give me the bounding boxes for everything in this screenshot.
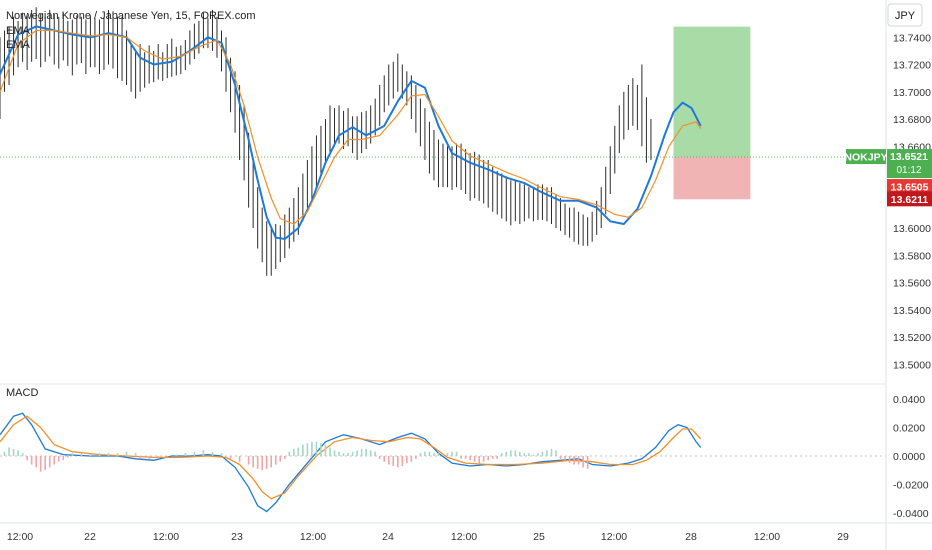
macd-tick-label: 0.0400 <box>893 394 925 406</box>
time-tick-label: 22 <box>84 531 96 543</box>
target-price-badge-text: 13.6211 <box>891 194 929 206</box>
price-bars <box>0 7 652 276</box>
time-tick-label: 24 <box>382 531 394 543</box>
symbol-badge: NOKJPY <box>844 149 888 165</box>
time-tick-label: 29 <box>837 531 849 543</box>
axes: 13.740013.720013.700013.680013.660013.64… <box>7 32 932 543</box>
stop-price-badge-text: 13.6505 <box>891 182 929 194</box>
ema-label-1: EMA <box>6 25 31 37</box>
position-zones <box>673 26 751 200</box>
last-price-text: 13.6521 <box>890 151 928 163</box>
time-tick-label: 28 <box>685 531 697 543</box>
price-tick-label: 13.5400 <box>893 305 931 317</box>
countdown-text: 01:12 <box>896 165 921 176</box>
signal-line-series <box>0 415 702 500</box>
profit-zone <box>673 26 751 158</box>
price-tick-label: 13.6000 <box>893 223 931 235</box>
price-tick-label: 13.5600 <box>893 278 931 290</box>
price-tick-label: 13.5000 <box>893 359 931 371</box>
stop-price-badge-bg <box>887 179 932 195</box>
target-price-badge: 13.6211 <box>887 191 932 207</box>
time-tick-label: 12:00 <box>754 531 780 543</box>
time-tick-label: 12:00 <box>601 531 627 543</box>
symbol-title: Norwegian Krone / Japanese Yen, 15, FORE… <box>6 10 255 22</box>
price-tick-label: 13.5200 <box>893 332 931 344</box>
currency-button[interactable]: JPY <box>887 3 923 27</box>
loss-zone <box>673 157 751 200</box>
last-price-badge-bg <box>887 149 932 179</box>
macd-tick-label: 0.0200 <box>893 423 925 435</box>
target-price-badge-bg <box>887 191 932 207</box>
time-tick-label: 12:00 <box>451 531 477 543</box>
time-tick-label: 12:00 <box>153 531 179 543</box>
price-tick-label: 13.7200 <box>893 60 931 72</box>
stop-price-badge: 13.6505 <box>887 179 932 195</box>
price-tick-label: 13.6800 <box>893 114 931 126</box>
currency-label: JPY <box>895 10 916 22</box>
time-tick-label: 23 <box>231 531 243 543</box>
macd-tick-label: -0.0200 <box>893 479 929 491</box>
symbol-badge-text: NOKJPY <box>844 152 887 164</box>
price-tick-label: 13.7000 <box>893 87 931 99</box>
symbol-badge-bg <box>846 149 886 165</box>
time-tick-label: 12:00 <box>300 531 326 543</box>
macd-tick-label: -0.0400 <box>893 508 929 520</box>
price-tick-label: 13.5800 <box>893 250 931 262</box>
ema-lines <box>0 25 702 241</box>
time-tick-label: 12:00 <box>7 531 33 543</box>
price-tick-label: 13.7400 <box>893 32 931 44</box>
ema-fast-series <box>0 25 702 241</box>
macd-label: MACD <box>6 387 38 399</box>
last-price-badge <box>887 149 932 179</box>
macd-tick-label: 0.0000 <box>893 451 925 463</box>
ema-slow-series <box>0 29 702 225</box>
ema-label-2: EMA <box>6 39 31 51</box>
time-tick-label: 25 <box>533 531 545 543</box>
macd-pane <box>0 412 702 513</box>
